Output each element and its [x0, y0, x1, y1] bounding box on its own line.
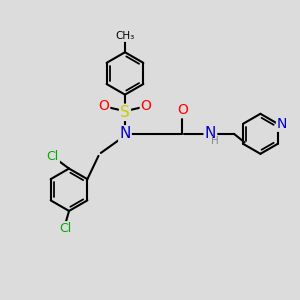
Text: N: N [205, 126, 216, 141]
Text: Cl: Cl [47, 150, 59, 163]
Text: O: O [177, 103, 188, 117]
Text: Cl: Cl [59, 222, 72, 235]
Text: O: O [98, 99, 109, 113]
Text: CH₃: CH₃ [115, 31, 135, 41]
Text: N: N [119, 126, 131, 141]
Text: N: N [277, 117, 287, 131]
Text: H: H [211, 136, 218, 146]
Text: O: O [141, 99, 152, 113]
Text: S: S [120, 105, 130, 120]
